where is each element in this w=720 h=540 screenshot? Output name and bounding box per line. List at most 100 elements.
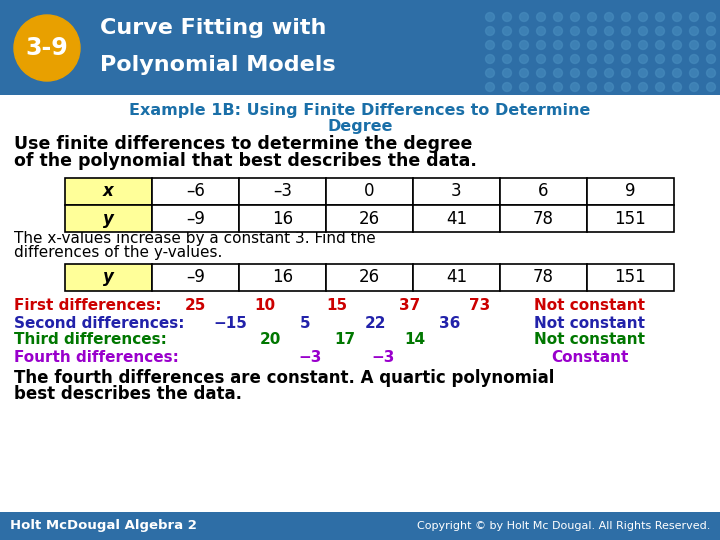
Circle shape xyxy=(605,26,613,36)
Text: 16: 16 xyxy=(272,210,293,227)
Circle shape xyxy=(520,40,528,50)
Text: Third differences:: Third differences: xyxy=(14,333,167,348)
Circle shape xyxy=(14,15,80,81)
Circle shape xyxy=(485,40,495,50)
Circle shape xyxy=(621,26,631,36)
Circle shape xyxy=(672,26,682,36)
Circle shape xyxy=(570,83,580,91)
Text: 151: 151 xyxy=(615,210,647,227)
Text: 20: 20 xyxy=(259,333,281,348)
Circle shape xyxy=(605,83,613,91)
Circle shape xyxy=(554,55,562,64)
Text: 37: 37 xyxy=(400,299,420,314)
Circle shape xyxy=(536,40,546,50)
Circle shape xyxy=(536,55,546,64)
Circle shape xyxy=(672,69,682,78)
Circle shape xyxy=(503,55,511,64)
Text: Polynomial Models: Polynomial Models xyxy=(100,55,336,75)
Text: –9: –9 xyxy=(186,210,205,227)
Circle shape xyxy=(690,83,698,91)
Circle shape xyxy=(588,12,596,22)
Circle shape xyxy=(570,55,580,64)
Text: 151: 151 xyxy=(615,268,647,287)
Circle shape xyxy=(621,40,631,50)
Circle shape xyxy=(485,55,495,64)
Circle shape xyxy=(485,26,495,36)
Circle shape xyxy=(690,55,698,64)
Text: 73: 73 xyxy=(469,299,490,314)
Text: 78: 78 xyxy=(533,210,554,227)
Circle shape xyxy=(621,69,631,78)
Circle shape xyxy=(485,12,495,22)
Circle shape xyxy=(503,69,511,78)
Bar xyxy=(65,178,152,205)
Circle shape xyxy=(690,69,698,78)
Text: 22: 22 xyxy=(364,315,386,330)
Circle shape xyxy=(536,12,546,22)
Circle shape xyxy=(485,69,495,78)
Text: 5: 5 xyxy=(300,315,310,330)
Text: 3: 3 xyxy=(451,183,462,200)
Bar xyxy=(500,264,587,291)
Text: y: y xyxy=(103,268,114,287)
Circle shape xyxy=(536,26,546,36)
Text: Degree: Degree xyxy=(328,118,392,133)
Text: 0: 0 xyxy=(364,183,374,200)
Circle shape xyxy=(690,12,698,22)
Circle shape xyxy=(554,69,562,78)
Circle shape xyxy=(588,83,596,91)
Bar xyxy=(0,0,720,95)
Circle shape xyxy=(639,12,647,22)
Text: Fourth differences:: Fourth differences: xyxy=(14,349,179,364)
Text: Not constant: Not constant xyxy=(534,315,646,330)
Text: Copyright © by Holt Mc Dougal. All Rights Reserved.: Copyright © by Holt Mc Dougal. All Right… xyxy=(417,521,710,531)
Circle shape xyxy=(554,83,562,91)
Circle shape xyxy=(639,69,647,78)
Circle shape xyxy=(672,40,682,50)
Circle shape xyxy=(639,83,647,91)
Text: Example 1B: Using Finite Differences to Determine: Example 1B: Using Finite Differences to … xyxy=(130,103,590,118)
Circle shape xyxy=(503,83,511,91)
Circle shape xyxy=(588,40,596,50)
Circle shape xyxy=(570,40,580,50)
Circle shape xyxy=(706,69,716,78)
Text: −15: −15 xyxy=(213,315,247,330)
Text: 26: 26 xyxy=(359,210,380,227)
Bar xyxy=(239,264,326,291)
Circle shape xyxy=(655,26,665,36)
Text: 78: 78 xyxy=(533,268,554,287)
Text: The fourth differences are constant. A quartic polynomial: The fourth differences are constant. A q… xyxy=(14,369,554,387)
Bar xyxy=(65,264,152,291)
Text: 25: 25 xyxy=(184,299,206,314)
Circle shape xyxy=(655,83,665,91)
Text: 41: 41 xyxy=(446,268,467,287)
Text: 26: 26 xyxy=(359,268,380,287)
Text: 9: 9 xyxy=(625,183,636,200)
Circle shape xyxy=(605,55,613,64)
Circle shape xyxy=(485,83,495,91)
Circle shape xyxy=(554,40,562,50)
Text: best describes the data.: best describes the data. xyxy=(14,385,242,403)
Bar xyxy=(239,178,326,205)
Circle shape xyxy=(706,40,716,50)
Text: 15: 15 xyxy=(326,299,348,314)
Bar xyxy=(65,205,152,232)
Text: 3-9: 3-9 xyxy=(26,36,68,60)
Circle shape xyxy=(605,12,613,22)
Circle shape xyxy=(672,12,682,22)
Circle shape xyxy=(655,40,665,50)
Text: Not constant: Not constant xyxy=(534,299,646,314)
Circle shape xyxy=(503,12,511,22)
Circle shape xyxy=(570,69,580,78)
Text: –9: –9 xyxy=(186,268,205,287)
Text: 41: 41 xyxy=(446,210,467,227)
Circle shape xyxy=(690,26,698,36)
Circle shape xyxy=(655,69,665,78)
Circle shape xyxy=(520,83,528,91)
Text: First differences:: First differences: xyxy=(14,299,161,314)
Circle shape xyxy=(554,26,562,36)
Circle shape xyxy=(655,55,665,64)
Text: −3: −3 xyxy=(372,349,395,364)
Text: Constant: Constant xyxy=(552,349,629,364)
Bar xyxy=(239,205,326,232)
